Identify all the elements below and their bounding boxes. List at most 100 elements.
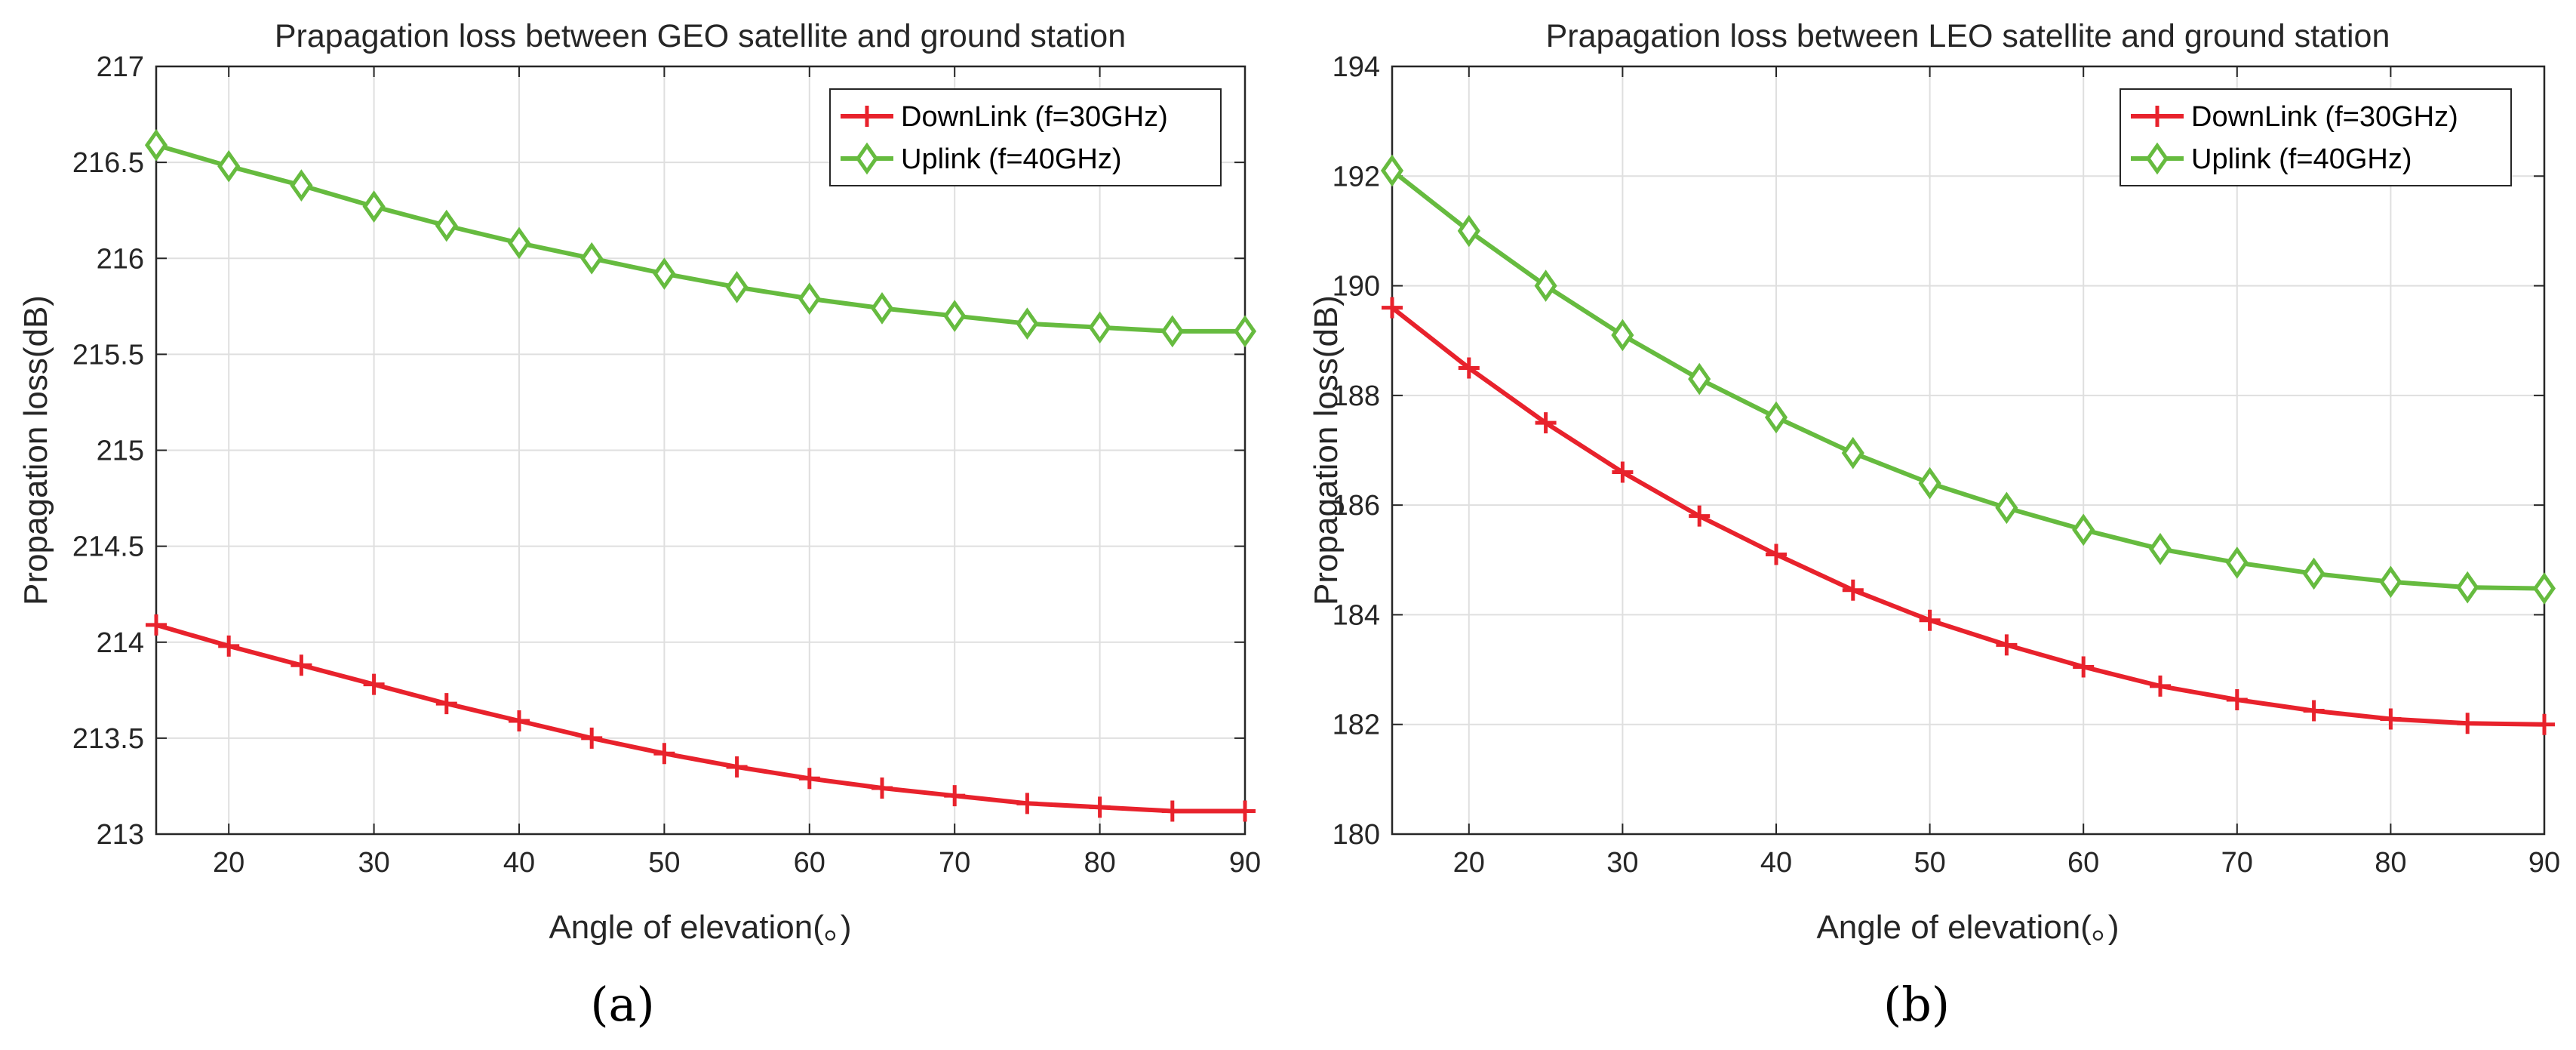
panel-b-series-downlink-point: [1766, 543, 1787, 565]
panel-a-x-tick-label: 50: [648, 847, 680, 879]
panel-b-series-downlink-point: [2534, 713, 2555, 735]
panel-b-series-uplink-point: [2379, 565, 2402, 599]
panel-a-series-uplink-point: [725, 271, 749, 303]
panel-b-series-uplink-point: [2072, 513, 2095, 547]
panel-a-series-downlink-point: [798, 768, 820, 790]
panel-a-title: Prapagation loss between GEO satellite a…: [275, 18, 1126, 54]
panel-b-x-tick-label: 80: [2375, 847, 2406, 879]
panel-a-series-uplink-point: [1160, 315, 1184, 348]
panel-b-legend-entry: Uplink (f=40GHz): [2191, 143, 2412, 175]
panel-b-y-axis-label: Propagation loss(dB): [1308, 295, 1345, 605]
panel-b-series-uplink-point: [2302, 557, 2325, 590]
panel-b-series-downlink-point: [1919, 609, 1941, 631]
panel-a-subfigure-label: (a): [590, 977, 654, 1032]
panel-b-series-uplink-point: [1611, 319, 1634, 352]
panel-b-title: Prapagation loss between LEO satellite a…: [1546, 18, 2390, 54]
panel-b-legend-box: [2120, 88, 2512, 186]
panel-a-series-downlink-point: [146, 614, 167, 636]
panel-b-series-downlink-point: [2073, 656, 2095, 678]
panel-b-series-uplink-point: [1918, 466, 1941, 500]
panel-a-series-uplink-point: [798, 282, 821, 315]
panel-a-series-uplink-line: [155, 143, 1245, 334]
panel-a-series-uplink-point: [144, 128, 168, 162]
panel-a-x-tick-label: 70: [939, 847, 970, 879]
panel-b-series-uplink-point: [1457, 214, 1480, 248]
panel-a-series-uplink-point: [290, 169, 313, 202]
panel-b-series-downlink-point: [1689, 505, 1711, 527]
panel-a-series-uplink-point: [1088, 311, 1111, 344]
panel-a-series-uplink: [144, 128, 1257, 348]
panel-a-series-downlink-point: [218, 635, 240, 657]
panel-b-legend-swatch-marker: [2147, 106, 2168, 127]
panel-a-y-tick-label: 217: [97, 51, 144, 83]
panel-b-x-tick-label: 30: [1606, 847, 1638, 879]
panel-a-legend-box: [829, 88, 1222, 186]
panel-b-series-uplink-line: [1391, 168, 2545, 591]
panel-b-plot-area: [1392, 66, 2544, 834]
panel-a-series-uplink-point: [507, 226, 531, 260]
panel-b-legend: DownLink (f=30GHz) Uplink (f=40GHz): [2120, 88, 2512, 186]
panel-b-x-tick-label: 40: [1760, 847, 1792, 879]
panel-b-series-uplink-point: [1764, 401, 1788, 434]
panel-b-series-downlink-point: [2457, 713, 2479, 734]
panel-a-series-downlink-point: [1234, 800, 1256, 822]
panel-b-y-tick-label: 190: [1333, 271, 1380, 303]
panel-b-series-downlink-point: [2380, 708, 2402, 730]
panel-a-series-downlink-point: [290, 654, 312, 676]
panel-a-series-uplink-point: [870, 292, 894, 325]
panel-a-legend: DownLink (f=30GHz) Uplink (f=40GHz): [829, 88, 1222, 186]
panel-b-series-downlink-point: [2150, 675, 2171, 697]
panel-a-x-tick-label: 90: [1229, 847, 1261, 879]
panel-a-series-downlink-point: [726, 756, 748, 778]
panel-b-x-tick-label: 60: [2067, 847, 2099, 879]
panel-a-series-uplink-point: [1016, 307, 1039, 340]
panel-b-series-uplink-point: [2225, 547, 2249, 579]
panel-a-series-downlink-line: [155, 623, 1245, 814]
panel-b-y-tick-label: 186: [1333, 490, 1380, 522]
panel-b-y-tick-label: 194: [1333, 51, 1380, 83]
panel-b-series-downlink-point: [1458, 357, 1480, 379]
panel-a-x-tick-label: 30: [358, 847, 389, 879]
panel-b-series-downlink-point: [1996, 634, 2018, 656]
panel-a-series-downlink-point: [581, 727, 603, 749]
panel-a-series-uplink-point: [943, 300, 967, 332]
panel-a-series-uplink-point: [580, 242, 604, 275]
panel-b-series-downlink-point: [1382, 297, 1403, 319]
panel-a-series-downlink-point: [1161, 800, 1183, 822]
panel-b-series-downlink: [1382, 297, 2555, 735]
panel-a-y-tick-label: 216: [97, 243, 144, 275]
panel-a-y-axis-label: Propagation loss(dB): [17, 295, 54, 605]
panel-a-y-tick-label: 214: [97, 627, 144, 659]
panel-b-series-uplink-point: [1534, 269, 1557, 302]
panel-b-x-tick-label: 20: [1453, 847, 1485, 879]
panel-a-x-tick-label: 80: [1084, 847, 1115, 879]
panel-a-series-uplink-point: [217, 149, 241, 183]
panel-b-y-tick-label: 180: [1333, 819, 1380, 851]
panel-b-series-uplink: [1380, 154, 2556, 605]
panel-a-y-tick-label: 215: [97, 436, 144, 467]
panel-b-series-uplink-point: [1841, 436, 1864, 470]
panel-b-series-uplink-point: [1688, 362, 1711, 396]
panel-b-series-downlink-point: [1612, 461, 1634, 483]
panel-b-y-tick-label: 182: [1333, 710, 1380, 741]
panel-a-y-tick-label: 214.5: [72, 531, 144, 563]
panel-a-series-uplink-point: [362, 190, 386, 223]
panel-b-subfigure-label: (b): [1883, 977, 1950, 1032]
panel-b-series-downlink-point: [2226, 689, 2248, 711]
panel-b-axes-frame: [1391, 65, 2546, 836]
panel-b-series-uplink-point: [2532, 572, 2556, 605]
panel-a-y-tick-label: 213.5: [72, 723, 144, 755]
panel-a-series-downlink: [146, 614, 1256, 822]
panel-a-series-downlink-point: [509, 710, 530, 731]
panel-b-series-downlink-line: [1391, 306, 2545, 727]
panel-a-series-downlink-point: [653, 743, 675, 765]
panel-a-y-tick-label: 213: [97, 819, 144, 851]
panel-a-x-tick-label: 40: [503, 847, 535, 879]
panel-b-x-tick-label: 90: [2528, 847, 2560, 879]
panel-a-x-axis-label: Angle of elevation(。): [549, 909, 851, 946]
panel-b-legend-entry: DownLink (f=30GHz): [2191, 101, 2458, 133]
panel-b-series-downlink-point: [2303, 700, 2325, 722]
panel-b-series-uplink-point: [2456, 571, 2479, 604]
panel-b-x-axis-label: Angle of elevation(。): [1816, 909, 2119, 946]
